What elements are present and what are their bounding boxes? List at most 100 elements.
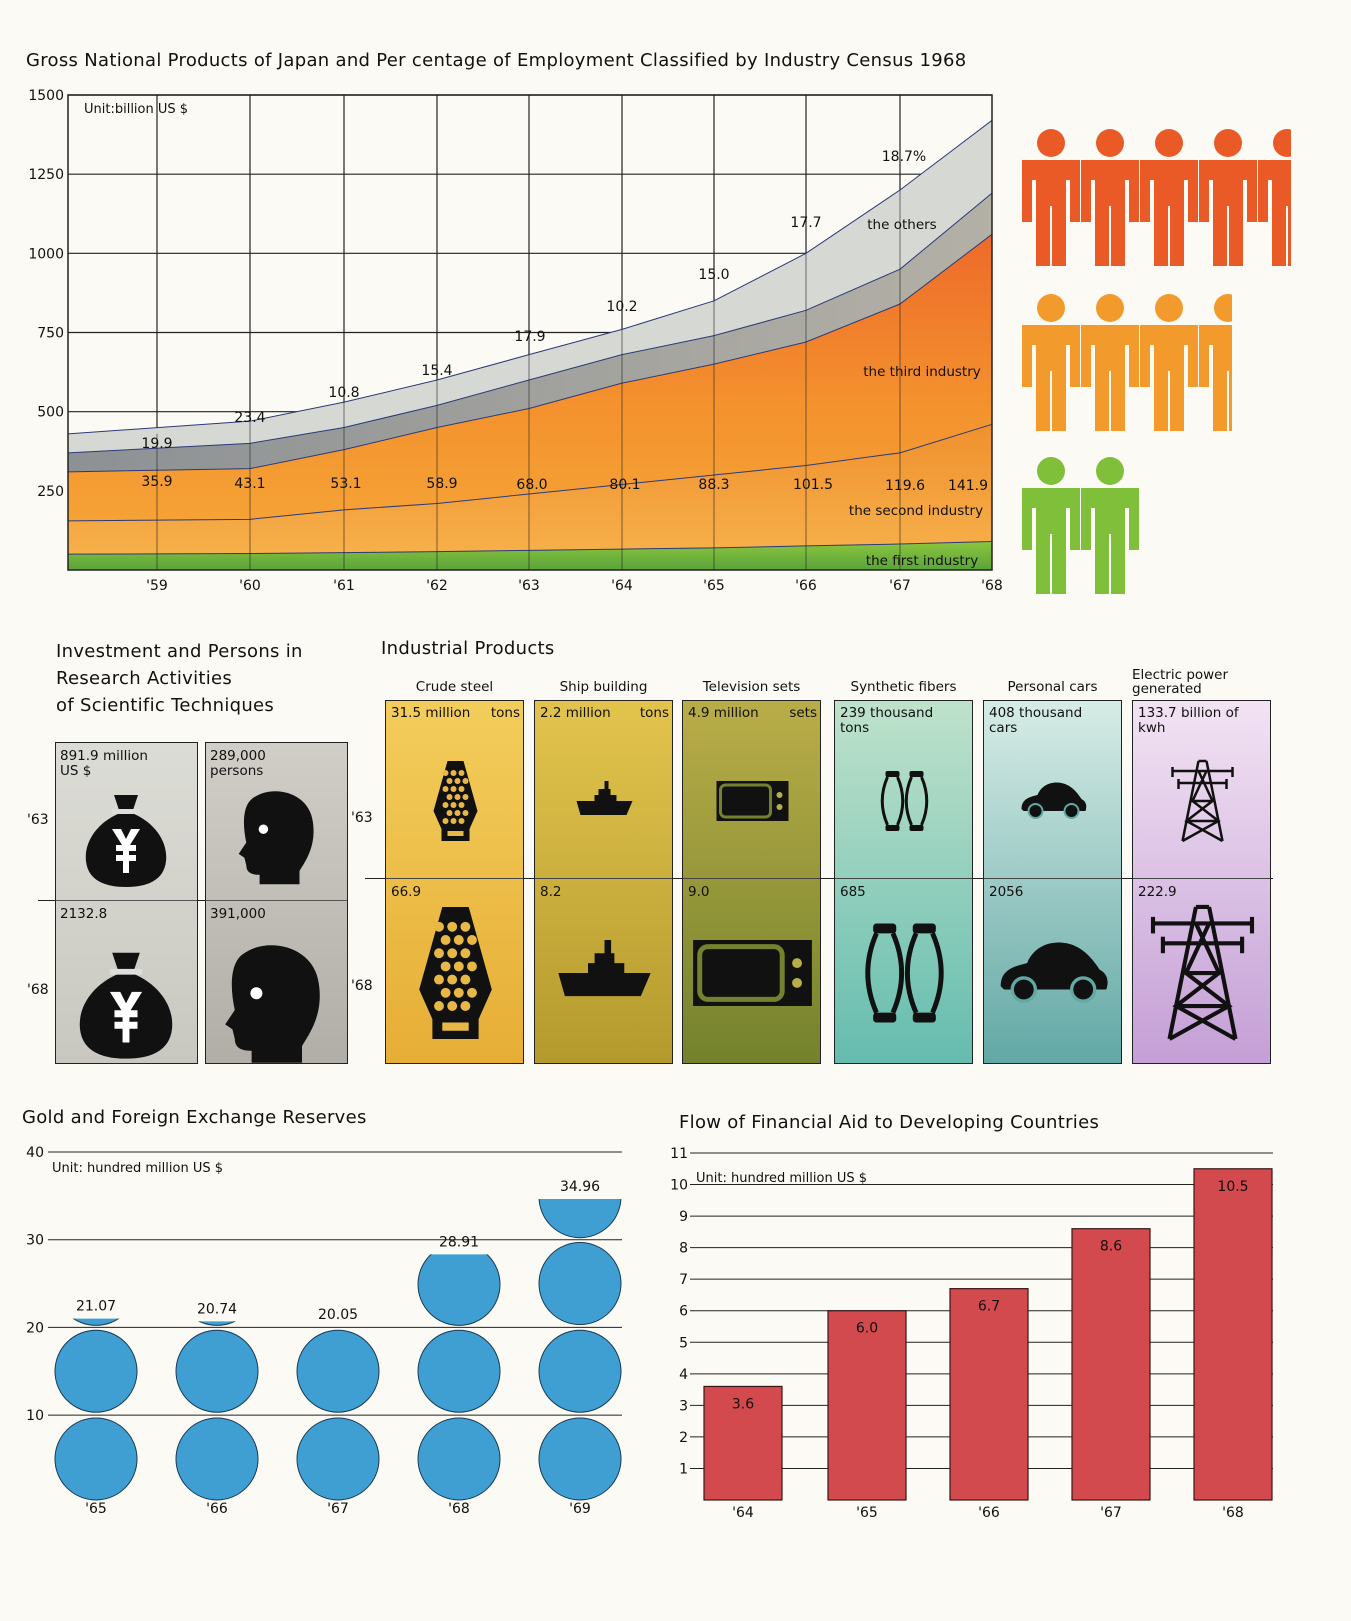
gnp-area-chart: 250 500 750 1000 1250 1500 '59 '60 '61 '62 '63 '64 '… — [28, 88, 1002, 594]
gnp-value-label: 58.9 — [426, 476, 457, 492]
tv-knob — [792, 977, 802, 988]
head-icon-group — [225, 791, 320, 1063]
financial-aid-title: Flow of Financial Aid to Developing Coun… — [679, 1112, 1100, 1133]
series-label: the first industry — [866, 553, 978, 569]
product-value-68: 66.9 — [391, 884, 422, 900]
bag-tie — [109, 968, 143, 975]
furnace-dot — [458, 786, 465, 792]
person-figure-icon — [1258, 129, 1291, 266]
row-label-63: '63 — [27, 812, 49, 828]
unit-label: Unit: hundred million US $ — [696, 1171, 867, 1186]
person-body — [1140, 160, 1198, 266]
reserve-disc — [54, 1417, 138, 1501]
data-label: 28.91 — [439, 1234, 479, 1250]
furnace-dot — [450, 786, 457, 792]
growth-label: 10.8 — [328, 385, 359, 401]
data-label: 3.6 — [732, 1396, 754, 1412]
bag-tie — [112, 809, 140, 814]
research-value-63: 289,000 persons — [210, 748, 266, 779]
furnace-dot — [458, 802, 465, 808]
aid-bar — [1071, 1228, 1151, 1501]
row-label-68: '68 — [351, 978, 373, 994]
y-tick-label: 40 — [26, 1145, 44, 1161]
series-line — [67, 233, 993, 473]
y-tick-label: 9 — [679, 1209, 688, 1225]
furnace-dot — [462, 778, 469, 784]
person-figure-icon — [1022, 129, 1080, 266]
gnp-value-label: 35.9 — [141, 474, 172, 490]
x-tick-label: '64 — [732, 1505, 754, 1521]
furnace-dot — [447, 974, 458, 985]
row-label-68: '68 — [27, 982, 49, 998]
money-bag-icon-group — [79, 795, 173, 1059]
person-body — [1081, 325, 1139, 431]
money-bag-icon — [85, 795, 167, 887]
research-title: Investment and Persons in Research Activ… — [56, 641, 303, 716]
x-tick-label: '69 — [569, 1501, 591, 1517]
furnace-dot — [454, 794, 461, 800]
product-panel: 31.5 million tons 66.9 — [385, 700, 524, 1064]
furnace-dot — [447, 921, 458, 932]
spool-cap — [909, 771, 924, 777]
panel-divider — [984, 878, 1121, 879]
tv-screen — [719, 783, 772, 819]
y-tick-label: 2 — [679, 1430, 688, 1446]
data-label: 20.74 — [197, 1301, 237, 1317]
person-body — [1081, 160, 1139, 266]
pylon-lines — [1172, 759, 1233, 843]
person-head — [1155, 129, 1183, 157]
research-value-68: 2132.8 — [60, 906, 108, 922]
x-tick-label: '59 — [146, 578, 168, 594]
reserve-disc-partial — [538, 1199, 622, 1239]
reserve-disc — [296, 1417, 380, 1501]
person-head — [1037, 457, 1065, 485]
person-figure-icon — [1081, 457, 1139, 594]
furnace-dot — [440, 935, 451, 945]
tv-body — [693, 940, 812, 1006]
x-tick-label: '62 — [426, 578, 448, 594]
aid-bar — [949, 1288, 1029, 1501]
person-body — [1199, 325, 1232, 431]
y-tick-label: 20 — [26, 1320, 44, 1336]
furnace-dot — [442, 818, 449, 824]
series-line — [67, 541, 993, 555]
area-others — [68, 193, 992, 472]
gnp-value-label: 119.6 — [885, 478, 925, 494]
unit-label: Unit: hundred million US $ — [52, 1161, 223, 1176]
data-label: 20.05 — [318, 1307, 358, 1323]
furnace-dot — [440, 987, 451, 998]
person-figure-icon — [1199, 129, 1257, 266]
furnace-dot — [447, 948, 458, 959]
y-tick-label: 1250 — [28, 167, 64, 183]
person-body — [1022, 488, 1080, 594]
product-header: Synthetic fibers — [850, 679, 957, 695]
ship-icon-group — [558, 781, 651, 997]
tv-knob — [776, 792, 783, 798]
person-head — [1096, 129, 1124, 157]
person-figure-icon — [1199, 294, 1232, 431]
car-wheel — [1010, 976, 1037, 1003]
furnace-dot — [453, 961, 464, 972]
x-tick-label: '65 — [703, 578, 725, 594]
y-tick-label: 3 — [679, 1398, 688, 1414]
furnace-dot — [442, 802, 449, 808]
person-head — [1037, 129, 1065, 157]
x-tick-label: '66 — [795, 578, 817, 594]
reserve-disc — [296, 1329, 380, 1413]
person-head — [1273, 129, 1291, 157]
series-line — [67, 423, 993, 522]
head-icon — [225, 945, 320, 1063]
panel-divider — [206, 900, 347, 901]
furnace-slot — [447, 831, 464, 836]
head-shape — [225, 945, 320, 1063]
area-growth — [68, 120, 992, 453]
furnace-dot — [453, 987, 464, 998]
growth-label: 15.0 — [698, 267, 729, 283]
y-tick-label: 6 — [679, 1304, 688, 1320]
tv-knob — [776, 804, 783, 810]
furnace-dot — [467, 935, 477, 945]
product-unit: sets — [789, 705, 817, 721]
furnace-dot — [467, 961, 477, 972]
